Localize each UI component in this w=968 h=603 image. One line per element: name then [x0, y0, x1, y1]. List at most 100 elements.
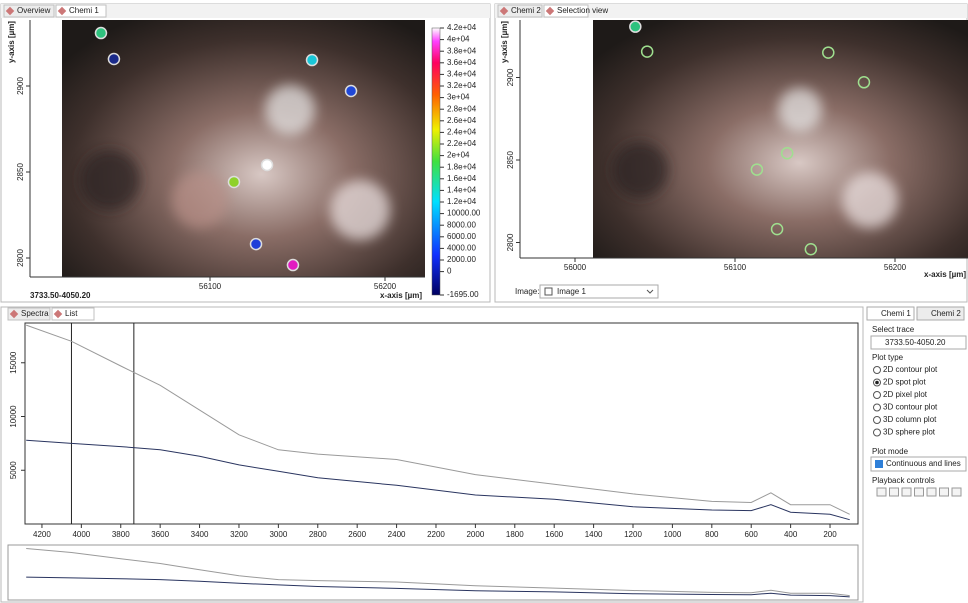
radio-label: 2D pixel plot — [883, 390, 928, 399]
colorbar-label: 3.6e+04 — [447, 58, 477, 67]
playback-button[interactable] — [940, 488, 949, 496]
radio-label: 3D sphere plot — [883, 428, 936, 437]
playback-button[interactable] — [890, 488, 899, 496]
colorbar-label: 1.4e+04 — [447, 186, 477, 195]
colorbar-label: 10000.00 — [447, 209, 481, 218]
x-tick-label: 3000 — [269, 530, 287, 539]
y-tick-label: 2850 — [16, 163, 25, 181]
y-tick-label: 2800 — [506, 233, 515, 251]
y-tick-label: 10000 — [9, 405, 18, 428]
x-tick-label: 1400 — [585, 530, 603, 539]
colorbar-label: 2e+04 — [447, 151, 470, 160]
radio-label: 3D contour plot — [883, 403, 938, 412]
section-label: Select trace — [872, 325, 915, 334]
x-tick-label: 1000 — [664, 530, 682, 539]
mode-icon — [875, 460, 883, 468]
x-tick-label: 200 — [823, 530, 837, 539]
y-tick-label: 2900 — [506, 68, 515, 86]
tab-label: Chemi 2 — [931, 309, 961, 318]
tab-label: Selection view — [557, 6, 608, 15]
app-window: y-axis [µm] 3733.50-4050.20 x-axis [µm] … — [0, 0, 968, 603]
colorbar-label: 6000.00 — [447, 232, 476, 241]
x-tick-label: 1200 — [624, 530, 642, 539]
colorbar-label: 1.6e+04 — [447, 174, 477, 183]
colorbar-label: 2.6e+04 — [447, 116, 477, 125]
colorbar-label: 8000.00 — [447, 220, 476, 229]
tab-label: Chemi 1 — [69, 6, 99, 15]
x-tick-label: 2000 — [466, 530, 484, 539]
playback-button[interactable] — [902, 488, 911, 496]
playback-button[interactable] — [877, 488, 886, 496]
radio-label: 2D contour plot — [883, 365, 938, 374]
spectra-plot — [25, 323, 858, 524]
colorbar-label: 4000.00 — [447, 244, 476, 253]
colorbar-label: 2.2e+04 — [447, 139, 477, 148]
x-tick-label: 56100 — [724, 263, 747, 272]
x-tick-label: 3600 — [151, 530, 169, 539]
y-tick-label: 15000 — [9, 351, 18, 374]
colorbar-label: 4.2e+04 — [447, 23, 477, 32]
radio[interactable] — [874, 429, 881, 436]
tab-label: Chemi 1 — [881, 309, 911, 318]
x-tick-label: 56000 — [564, 263, 587, 272]
x-tick-label: 3800 — [112, 530, 130, 539]
section-label: Plot mode — [872, 447, 909, 456]
playback-button[interactable] — [927, 488, 936, 496]
trace-label: 3733.50-4050.20 — [30, 291, 91, 300]
radio[interactable] — [874, 404, 881, 411]
spot[interactable] — [228, 176, 239, 187]
spot[interactable] — [95, 28, 106, 39]
y-axis-label: y-axis [µm] — [500, 21, 509, 63]
x-tick-label: 56200 — [374, 282, 397, 291]
x-tick-label: 4200 — [33, 530, 51, 539]
colorbar-label: 1.2e+04 — [447, 197, 477, 206]
y-tick-label: 5000 — [9, 461, 18, 479]
spot[interactable] — [307, 55, 318, 66]
colorbar-label: 2000.00 — [447, 255, 476, 264]
playback-button[interactable] — [915, 488, 924, 496]
colorbar-label: 0 — [447, 267, 452, 276]
radio-label: 3D column plot — [883, 415, 937, 424]
colorbar-label: -1695.00 — [447, 290, 479, 299]
x-tick-label: 2200 — [427, 530, 445, 539]
overview-plot — [8, 545, 858, 600]
playback-button[interactable] — [952, 488, 961, 496]
section-label: Playback controls — [872, 476, 935, 485]
spot[interactable] — [251, 239, 262, 250]
spot[interactable] — [630, 21, 641, 32]
colorbar-label: 3.2e+04 — [447, 81, 477, 90]
radio[interactable] — [874, 417, 881, 424]
colorbar-label: 3.4e+04 — [447, 70, 477, 79]
tab-label: Chemi 2 — [511, 6, 541, 15]
radio[interactable] — [874, 392, 881, 399]
spot[interactable] — [262, 159, 273, 170]
spot[interactable] — [108, 53, 119, 64]
x-axis-label: x-axis [µm] — [380, 291, 422, 300]
radio[interactable] — [874, 367, 881, 374]
x-tick-label: 600 — [745, 530, 759, 539]
x-tick-label: 3200 — [230, 530, 248, 539]
x-tick-label: 1600 — [545, 530, 563, 539]
y-tick-label: 2900 — [16, 77, 25, 95]
spot[interactable] — [346, 85, 357, 96]
x-tick-label: 4000 — [72, 530, 90, 539]
x-tick-label: 2400 — [388, 530, 406, 539]
x-tick-label: 2600 — [348, 530, 366, 539]
tab-label: Overview — [17, 6, 51, 15]
x-tick-label: 2800 — [309, 530, 327, 539]
x-tick-label: 400 — [784, 530, 798, 539]
spot[interactable] — [287, 260, 298, 271]
image-value: Image 1 — [557, 287, 586, 296]
radio-label: 2D spot plot — [883, 378, 926, 387]
image-label: Image: — [515, 287, 539, 296]
radio-dot — [875, 381, 879, 385]
x-tick-label: 800 — [705, 530, 719, 539]
section-label: Plot type — [872, 353, 904, 362]
sample-image — [593, 20, 968, 258]
mode-value: Continuous and lines — [886, 459, 961, 468]
colorbar-label: 2.8e+04 — [447, 104, 477, 113]
x-tick-label: 1800 — [506, 530, 524, 539]
colorbar-label: 3.8e+04 — [447, 46, 477, 55]
trace-value: 3733.50-4050.20 — [885, 338, 946, 347]
y-tick-label: 2850 — [506, 151, 515, 169]
